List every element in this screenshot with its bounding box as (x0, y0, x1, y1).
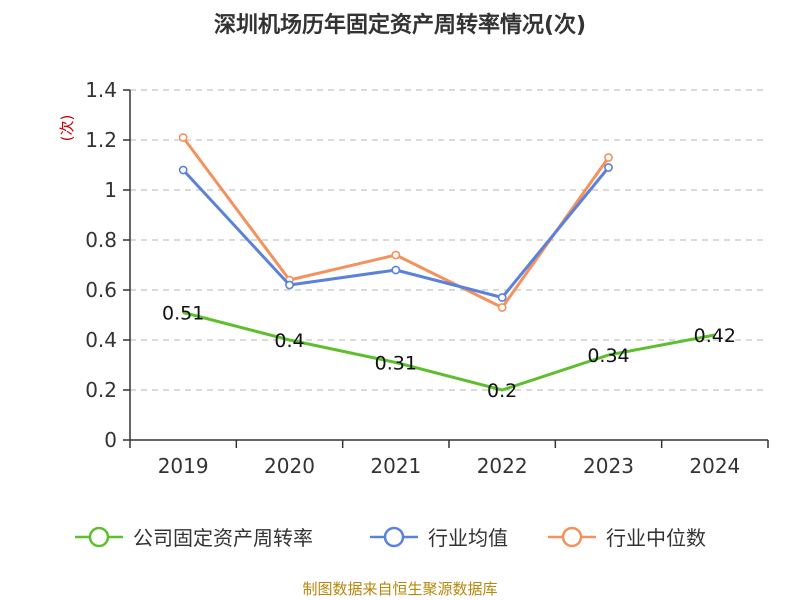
y-tick-label: 0.6 (85, 278, 117, 302)
legend-label: 行业均值 (428, 526, 508, 550)
data-label: 0.2 (487, 380, 517, 402)
x-axis-ticks: 2019 2020 2021 2022 2023 2024 (129, 440, 769, 478)
y-tick-label: 1.4 (85, 78, 117, 102)
y-tick-label: 0.8 (85, 228, 117, 252)
y-axis-ticks: 0 0.2 0.4 0.6 0.8 1 1.2 1.4 (85, 78, 130, 452)
data-point (178, 165, 188, 175)
y-tick-label: 0.2 (85, 378, 117, 402)
data-point (497, 303, 507, 312)
data-point (391, 250, 401, 260)
data-label: 0.31 (375, 353, 417, 375)
y-axis-unit-label: (次) (58, 115, 76, 142)
y-tick-label: 0.4 (85, 328, 117, 352)
chart-title: 深圳机场历年固定资产周转率情况(次) (214, 12, 586, 38)
series-line-1 (182, 166, 610, 299)
gridlines (130, 89, 768, 391)
x-tick-label: 2021 (370, 454, 421, 478)
data-point (178, 133, 188, 142)
x-tick-label: 2024 (689, 454, 740, 478)
series-line-0 (182, 311, 716, 392)
axes (129, 90, 768, 441)
legend-swatch-marker (383, 526, 405, 548)
y-tick-label: 1.2 (85, 128, 117, 152)
data-label: 0.34 (587, 345, 629, 367)
data-point (285, 280, 294, 290)
data-label: 0.42 (694, 325, 736, 347)
series-line-2 (181, 136, 610, 309)
y-tick-label: 0 (104, 428, 117, 452)
data-point (604, 153, 613, 162)
x-tick-label: 2020 (264, 454, 315, 478)
source-note: 制图数据来自恒生聚源数据库 (302, 580, 497, 598)
y-tick-label: 1 (104, 178, 117, 202)
legend: 公司固定资产周转率 行业均值 行业中位数 (75, 526, 706, 550)
x-tick-label: 2019 (158, 454, 209, 478)
legend-label: 公司固定资产周转率 (133, 526, 313, 550)
data-labels: 0.51 0.4 0.31 0.2 0.34 0.42 (162, 303, 736, 403)
data-label: 0.51 (162, 303, 204, 325)
x-tick-label: 2022 (477, 454, 528, 478)
legend-swatch-marker (561, 526, 583, 548)
x-tick-label: 2023 (583, 454, 634, 478)
legend-swatch-marker (88, 526, 110, 548)
series-lines (178, 133, 716, 392)
data-label: 0.4 (274, 330, 304, 352)
legend-label: 行业中位数 (606, 526, 706, 550)
data-point (391, 265, 401, 275)
data-point (604, 163, 613, 172)
data-point (497, 293, 507, 302)
